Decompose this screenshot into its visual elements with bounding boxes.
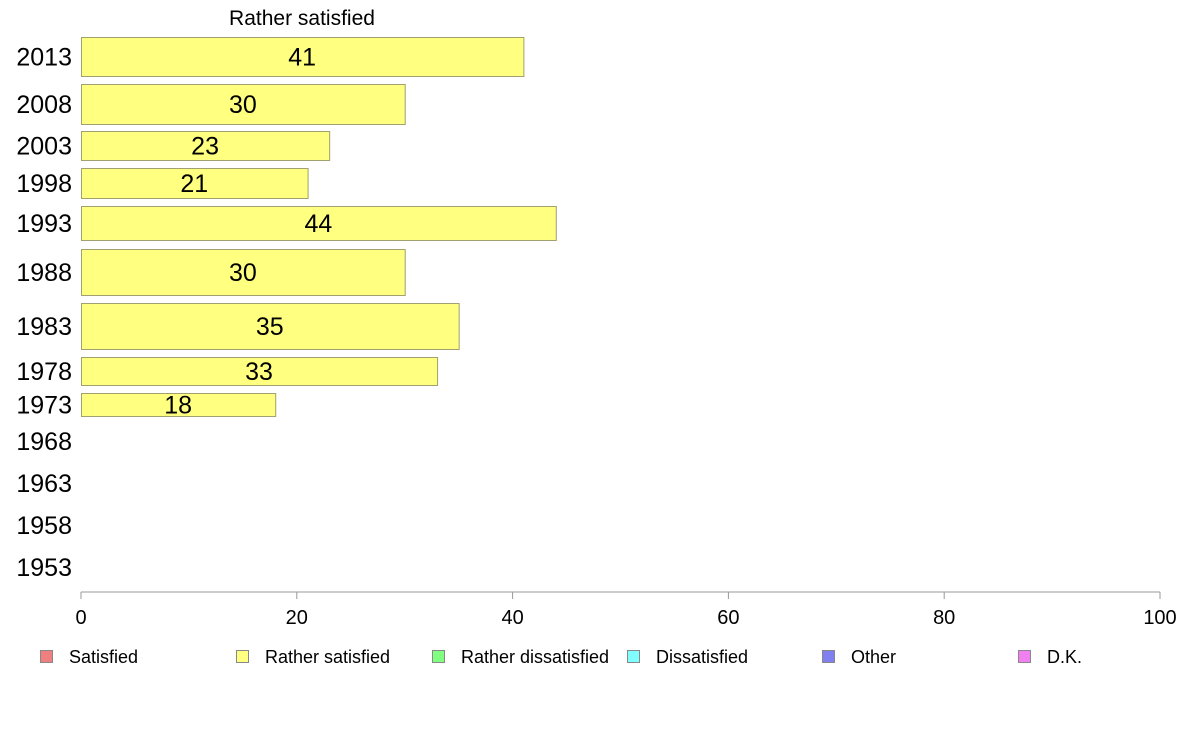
bar <box>81 249 406 296</box>
category-label: 1978 <box>16 358 72 386</box>
legend: Satisfied Rather satisfied Rather dissatis… <box>40 647 1082 667</box>
value-label: 33 <box>245 358 273 386</box>
category-label: 1998 <box>16 170 72 198</box>
value-label: 30 <box>229 259 257 287</box>
legend-label: Dissatisfied <box>656 647 748 667</box>
x-tick-label: 20 <box>286 607 308 629</box>
value-label: 23 <box>191 133 219 161</box>
legend-swatch <box>1018 650 1031 663</box>
x-tick-label: 100 <box>1143 607 1176 629</box>
bar <box>81 131 331 161</box>
legend-label: Rather satisfied <box>265 647 390 667</box>
x-tick-label: 60 <box>717 607 739 629</box>
x-tick-label: 0 <box>75 607 86 629</box>
category-label: 1968 <box>16 428 72 456</box>
category-label: 2013 <box>16 44 72 72</box>
value-label: 21 <box>180 170 208 198</box>
bar <box>81 357 439 386</box>
value-label: 35 <box>256 313 284 341</box>
bar <box>81 393 277 417</box>
bar <box>81 303 460 350</box>
legend-swatch <box>627 650 640 663</box>
bar <box>81 84 406 125</box>
bar <box>81 168 309 199</box>
chart-title: Rather satisfied <box>229 7 375 30</box>
x-tick-label: 80 <box>933 607 955 629</box>
legend-label: Satisfied <box>69 647 138 667</box>
x-axis: 0 20 40 60 80 100 <box>75 591 1177 629</box>
category-label: 2003 <box>16 133 72 161</box>
value-label: 18 <box>164 392 192 420</box>
category-label: 1963 <box>16 470 72 498</box>
legend-swatch <box>236 650 249 663</box>
x-tick-label: 40 <box>501 607 523 629</box>
legend-swatch <box>40 650 53 663</box>
bars-group: 41 30 23 21 44 30 35 33 18 <box>81 37 557 420</box>
category-label: 1958 <box>16 512 72 540</box>
category-label: 1983 <box>16 313 72 341</box>
category-labels: 2013 2008 2003 1998 1993 1988 1983 1978 1973 1968… <box>16 44 72 583</box>
legend-swatch <box>432 650 445 663</box>
category-label: 1973 <box>16 392 72 420</box>
legend-label: Rather dissatisfied <box>461 647 609 667</box>
legend-label: Other <box>851 647 896 667</box>
category-label: 1953 <box>16 554 72 582</box>
value-label: 44 <box>304 210 332 238</box>
legend-label: D.K. <box>1047 647 1082 667</box>
value-label: 30 <box>229 91 257 119</box>
bar <box>81 206 557 241</box>
bar <box>81 37 525 77</box>
category-label: 1993 <box>16 210 72 238</box>
category-label: 1988 <box>16 259 72 287</box>
category-label: 2008 <box>16 91 72 119</box>
value-label: 41 <box>288 44 316 72</box>
legend-swatch <box>822 650 835 663</box>
